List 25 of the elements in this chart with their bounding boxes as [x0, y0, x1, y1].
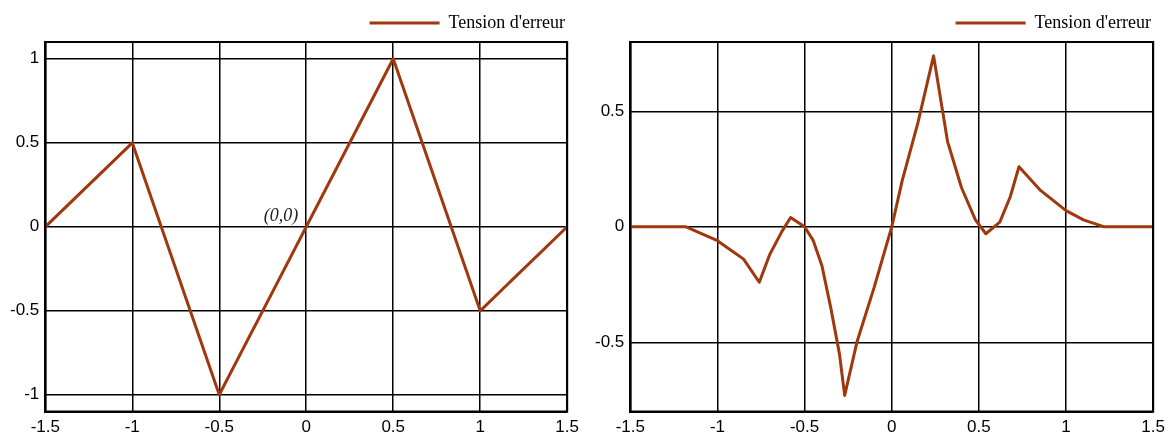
x-tick-label: -0.5: [204, 417, 234, 437]
y-tick-label: -0.5: [10, 300, 40, 320]
x-tick-label: 0: [301, 417, 311, 437]
legend-label: Tension d'erreur: [448, 11, 566, 32]
y-tick-label: -1: [24, 384, 40, 404]
x-tick-label: 0.5: [967, 417, 991, 437]
annotation: (0,0): [263, 204, 299, 226]
x-tick-label: -1: [709, 417, 725, 437]
y-tick-label: 0: [29, 216, 40, 236]
x-tick-label: 0: [887, 417, 897, 437]
x-tick-label: 0.5: [381, 417, 406, 437]
x-tick-label: -1: [124, 417, 140, 437]
y-tick-label: 0: [614, 216, 625, 236]
x-tick-label: -0.5: [789, 417, 820, 437]
x-tick-label: 1.5: [1141, 417, 1165, 437]
legend-label: Tension d'erreur: [1034, 11, 1152, 32]
y-tick-label: 0.5: [15, 132, 40, 152]
x-tick-label: 1.5: [555, 417, 579, 437]
x-tick-label: 1: [1061, 417, 1071, 437]
x-tick-label: 1: [475, 417, 485, 437]
y-tick-label: 1: [29, 48, 40, 68]
x-tick-label: -1.5: [615, 417, 645, 437]
y-tick-label: -0.5: [595, 331, 625, 351]
x-tick-label: -1.5: [30, 417, 60, 437]
y-tick-label: 0.5: [600, 100, 625, 120]
